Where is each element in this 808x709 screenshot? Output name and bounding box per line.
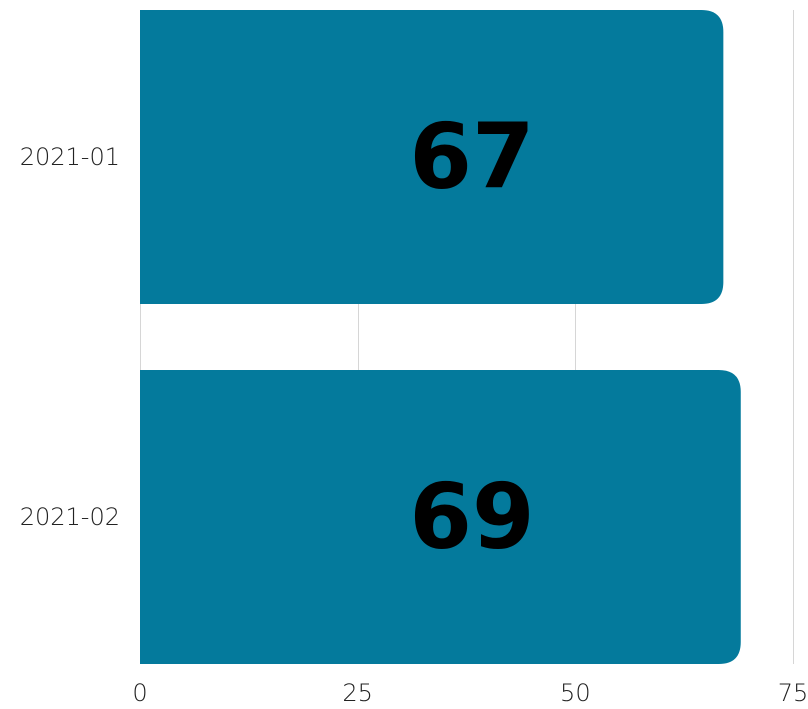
data-label-2021-01: 67 [409,105,534,210]
value-axis: 0 25 50 75 [132,679,808,707]
x-tick-label-50: 50 [560,679,591,707]
x-tick-label-25: 25 [342,679,373,707]
data-label-2021-02: 69 [409,465,534,570]
category-label-2021-02: 2021-02 [20,503,120,531]
bar-2021-02 [140,370,741,664]
x-tick-label-0: 0 [132,679,147,707]
category-axis: 2021-01 2021-02 [20,143,120,531]
bars [140,10,741,664]
x-tick-label-75: 75 [778,679,808,707]
category-label-2021-01: 2021-01 [20,143,120,171]
data-labels: 67 69 [409,105,534,570]
bar-2021-01 [140,10,724,304]
